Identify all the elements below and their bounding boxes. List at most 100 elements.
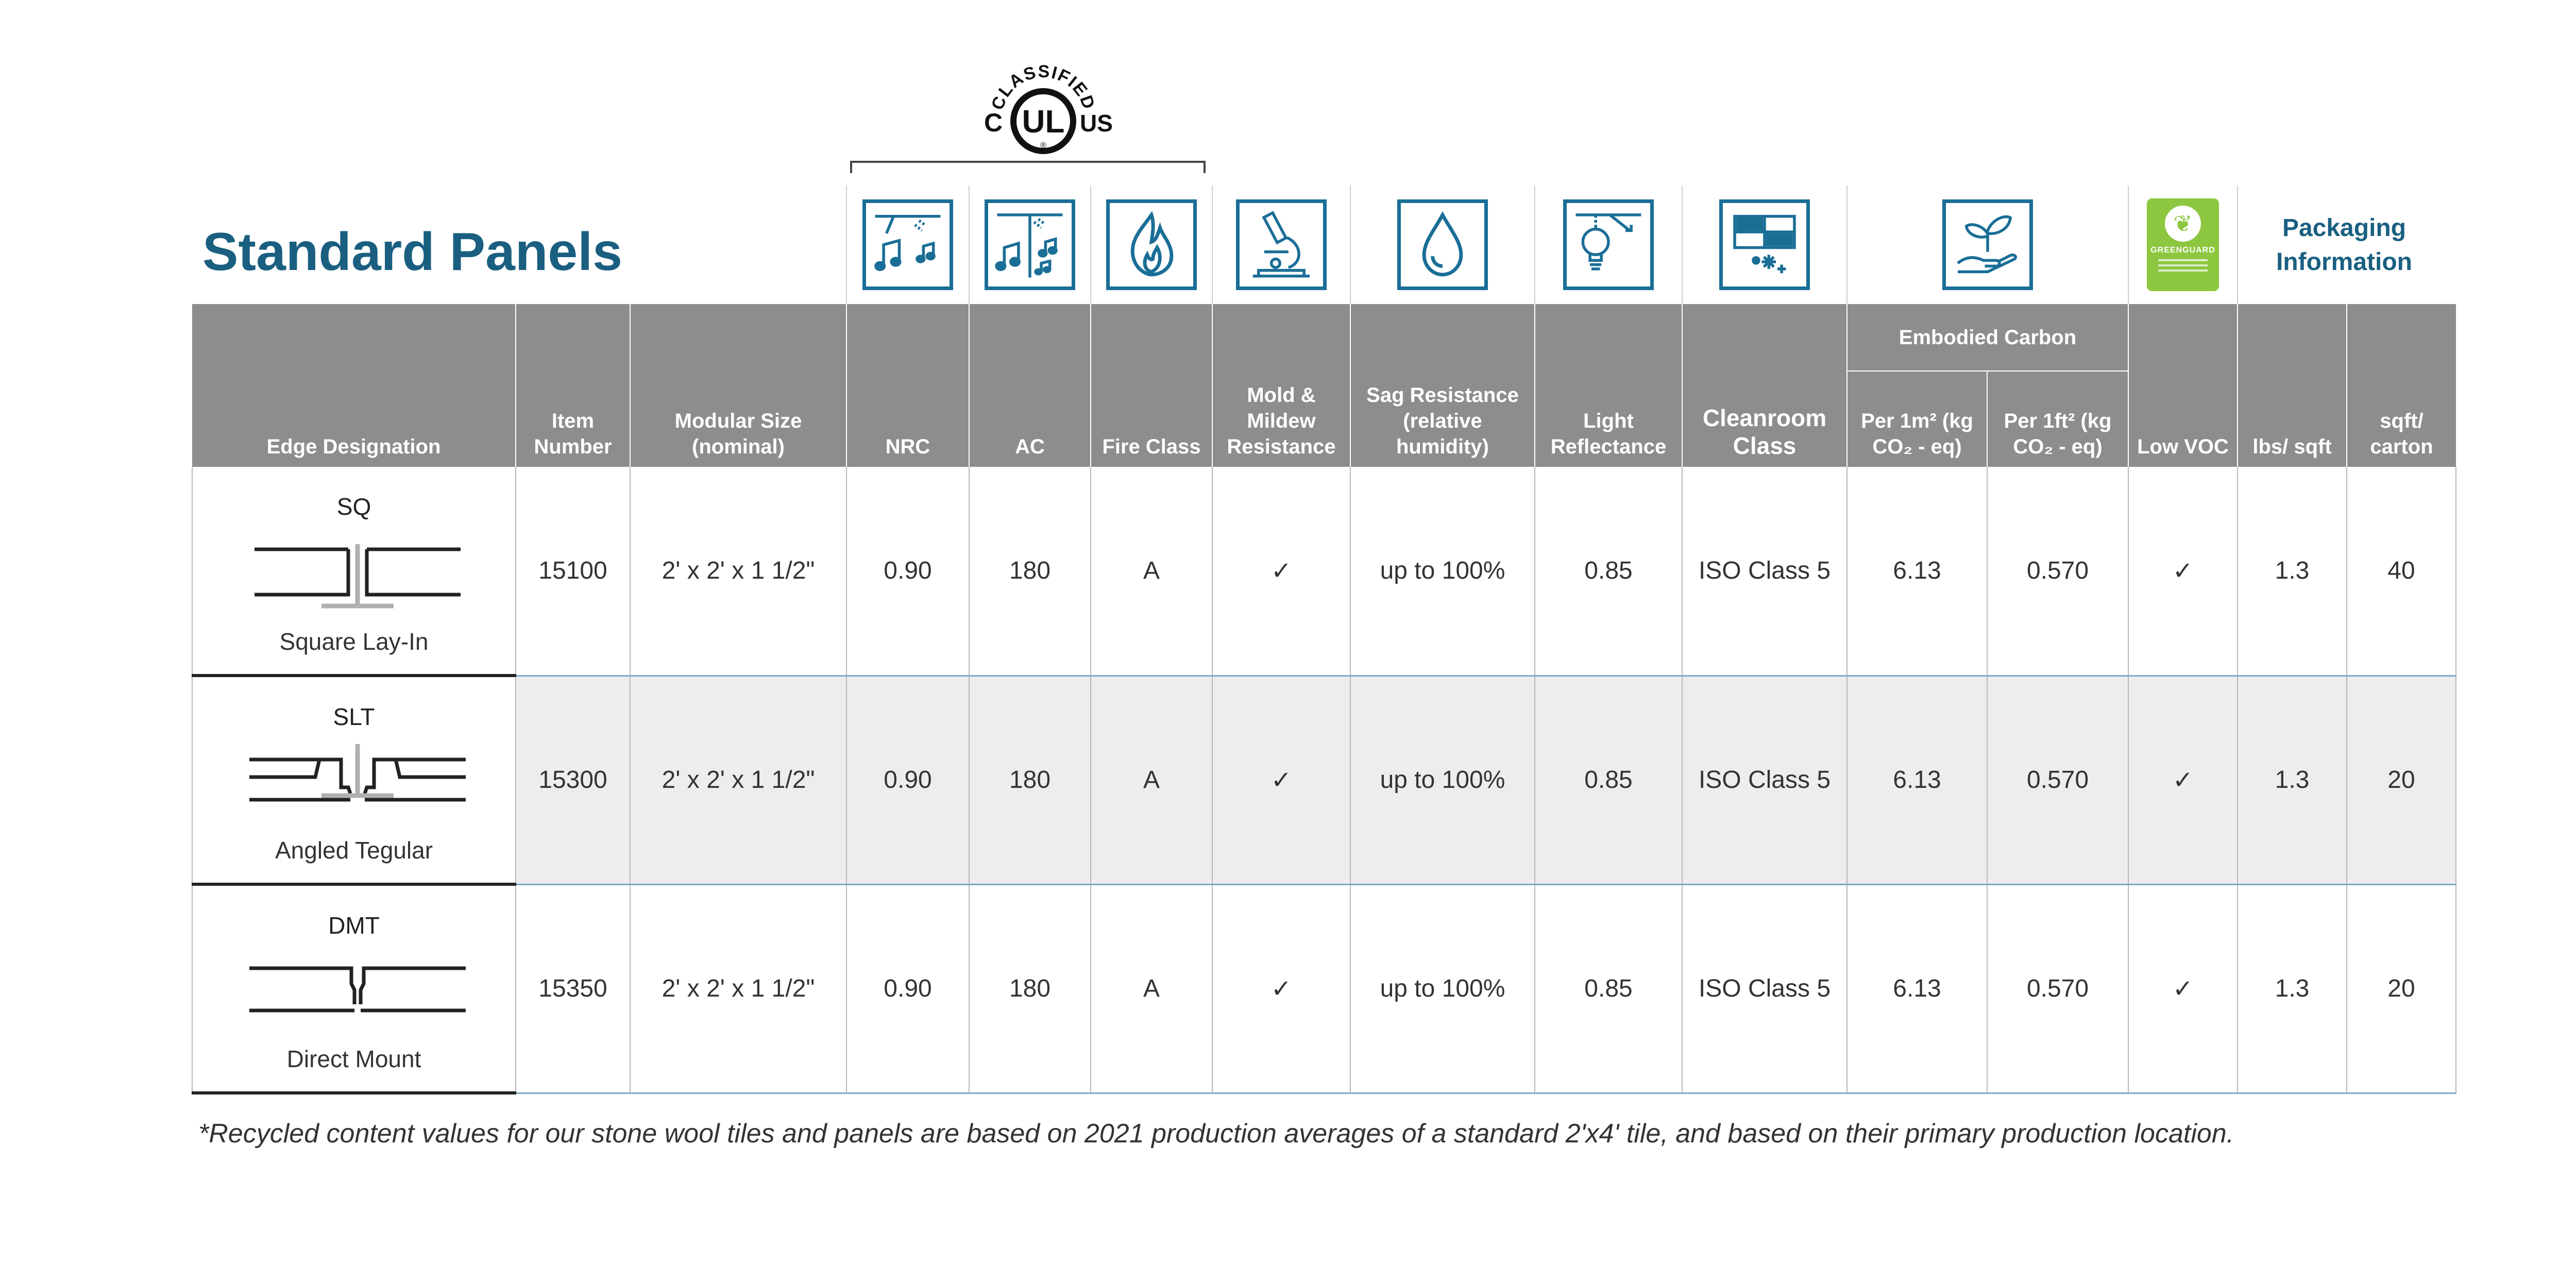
carbon-m2-value: 6.13 [1846, 467, 1987, 677]
header-edge: Edge Designation [192, 304, 516, 467]
item-number: 15350 [515, 884, 630, 1094]
edge-name: Square Lay-In [279, 628, 429, 655]
acoustic-attenuation-icon [985, 199, 1075, 290]
header-embodied-carbon: Embodied Carbon [1846, 304, 2128, 372]
mold-check: ✓ [1212, 884, 1350, 1094]
sqft-value: 20 [2346, 676, 2456, 885]
packaging-divider [2237, 186, 2241, 304]
ac-icon-cell [969, 186, 1090, 304]
modular-size: 2' x 2' x 1 1/2" [630, 884, 846, 1094]
ac-value: 180 [969, 884, 1091, 1094]
sqft-value: 20 [2346, 884, 2456, 1094]
ul-left-text: C [984, 108, 1003, 137]
nrc-value: 0.90 [846, 676, 969, 885]
fire-icon-cell [1090, 186, 1212, 304]
voc-check: ✓ [2128, 884, 2238, 1094]
carbon-m2-value: 6.13 [1846, 884, 1987, 1094]
plant-in-hand-icon [1942, 199, 2033, 290]
light-icon-cell [1534, 186, 1682, 304]
footnote: *Recycled content values for our stone w… [198, 1119, 2234, 1149]
sag-value: up to 100% [1350, 467, 1535, 677]
acoustic-absorption-icon [862, 199, 953, 290]
edge-cell: DMT Direct Mount [192, 884, 516, 1094]
edge-code: DMT [328, 912, 380, 939]
greenguard-text: GREENGUARD [2150, 246, 2215, 255]
voc-icon-cell: ❦ GREENGUARD [2128, 186, 2237, 304]
direct-mount-profile [249, 966, 466, 1013]
voc-check: ✓ [2128, 676, 2238, 885]
cleanroom-value: ISO Class 5 [1682, 467, 1847, 677]
angled-tegular-profile [249, 744, 466, 802]
cleanroom-icon [1719, 199, 1810, 290]
ul-center-text: UL [1022, 104, 1065, 140]
sag-value: up to 100% [1350, 676, 1535, 885]
carbon-icon-cell [1846, 186, 2128, 304]
header-voc: Low VOC [2128, 304, 2238, 467]
fire-class-value: A [1090, 884, 1212, 1094]
table-row: DMT Direct Mount 15350 2' x 2' x 1 1/2" … [192, 884, 2456, 1094]
modular-size: 2' x 2' x 1 1/2" [630, 467, 846, 677]
header-mold: Mold & Mildew Resistance [1212, 304, 1350, 467]
header-size: Modular Size (nominal) [630, 304, 846, 467]
microscope-icon [1236, 199, 1327, 290]
mold-check: ✓ [1212, 676, 1350, 885]
fire-class-value: A [1090, 676, 1212, 885]
cleanroom-icon-cell [1682, 186, 1846, 304]
ac-value: 180 [969, 676, 1091, 885]
cleanroom-value: ISO Class 5 [1682, 676, 1847, 885]
mold-icon-cell [1212, 186, 1350, 304]
light-bulb-icon [1563, 199, 1654, 290]
cleanroom-value: ISO Class 5 [1682, 884, 1847, 1094]
header-sqft: sqft/ carton [2346, 304, 2456, 467]
ul-right-text: US [1080, 110, 1113, 137]
voc-check: ✓ [2128, 467, 2238, 677]
carbon-ft2-value: 0.570 [1987, 467, 2128, 677]
edge-code: SLT [333, 703, 375, 730]
header-per-m2: Per 1m² (kg CO₂ - eq) [1846, 371, 1987, 467]
nrc-icon-cell [846, 186, 969, 304]
header-item: Item Number [515, 304, 630, 467]
water-drop-icon [1397, 199, 1488, 290]
table-row: SQ Square Lay-In 15100 2' x 2' x 1 1/2" … [192, 467, 2456, 677]
carbon-m2-value: 6.13 [1846, 676, 1987, 885]
header-per-ft2: Per 1ft² (kg CO₂ - eq) [1987, 371, 2128, 467]
greenguard-fineprint [2158, 259, 2208, 275]
flame-icon [1106, 199, 1197, 290]
lbs-value: 1.3 [2237, 676, 2347, 885]
ul-classified-logo: CLASSIFIED C UL ® US [984, 62, 1113, 154]
greenguard-logo: ❦ GREENGUARD [2147, 198, 2219, 291]
mold-check: ✓ [1212, 467, 1350, 677]
header-nrc: NRC [846, 304, 969, 467]
table-row: SLT Angled Tegular 15300 2' x 2' x 1 1/2… [192, 676, 2456, 886]
edge-cell: SQ Square Lay-In [192, 467, 516, 677]
nrc-value: 0.90 [846, 467, 969, 677]
sqft-value: 40 [2346, 467, 2456, 677]
header-fire: Fire Class [1090, 304, 1212, 467]
header-sag: Sag Resistance (relative humidity) [1350, 304, 1535, 467]
light-value: 0.85 [1534, 467, 1682, 677]
lbs-value: 1.3 [2237, 467, 2347, 677]
item-number: 15100 [515, 467, 630, 677]
packaging-header: Packaging Information [2276, 214, 2412, 276]
lbs-value: 1.3 [2237, 884, 2347, 1094]
modular-size: 2' x 2' x 1 1/2" [630, 676, 846, 885]
carbon-ft2-value: 0.570 [1987, 884, 2128, 1094]
edge-name: Direct Mount [286, 1046, 421, 1072]
header-cleanroom: Cleanroom Class [1682, 304, 1847, 467]
fire-class-value: A [1090, 467, 1212, 677]
square-lay-in-profile [255, 544, 461, 609]
leaf-icon: ❦ [2165, 206, 2201, 242]
edge-cell: SLT Angled Tegular [192, 676, 516, 886]
sag-icon-cell [1350, 186, 1534, 304]
edge-code: SQ [336, 493, 371, 520]
header-light: Light Reflectance [1534, 304, 1682, 467]
sag-value: up to 100% [1350, 884, 1535, 1094]
header-lbs: lbs/ sqft [2237, 304, 2347, 467]
spec-table: Edge Designation Item Number Modular Siz… [192, 304, 2456, 1094]
light-value: 0.85 [1534, 676, 1682, 885]
item-number: 15300 [515, 676, 630, 885]
light-value: 0.85 [1534, 884, 1682, 1094]
ul-registered-text: ® [1040, 141, 1046, 150]
carbon-ft2-value: 0.570 [1987, 676, 2128, 885]
ul-bracket [850, 161, 1206, 173]
